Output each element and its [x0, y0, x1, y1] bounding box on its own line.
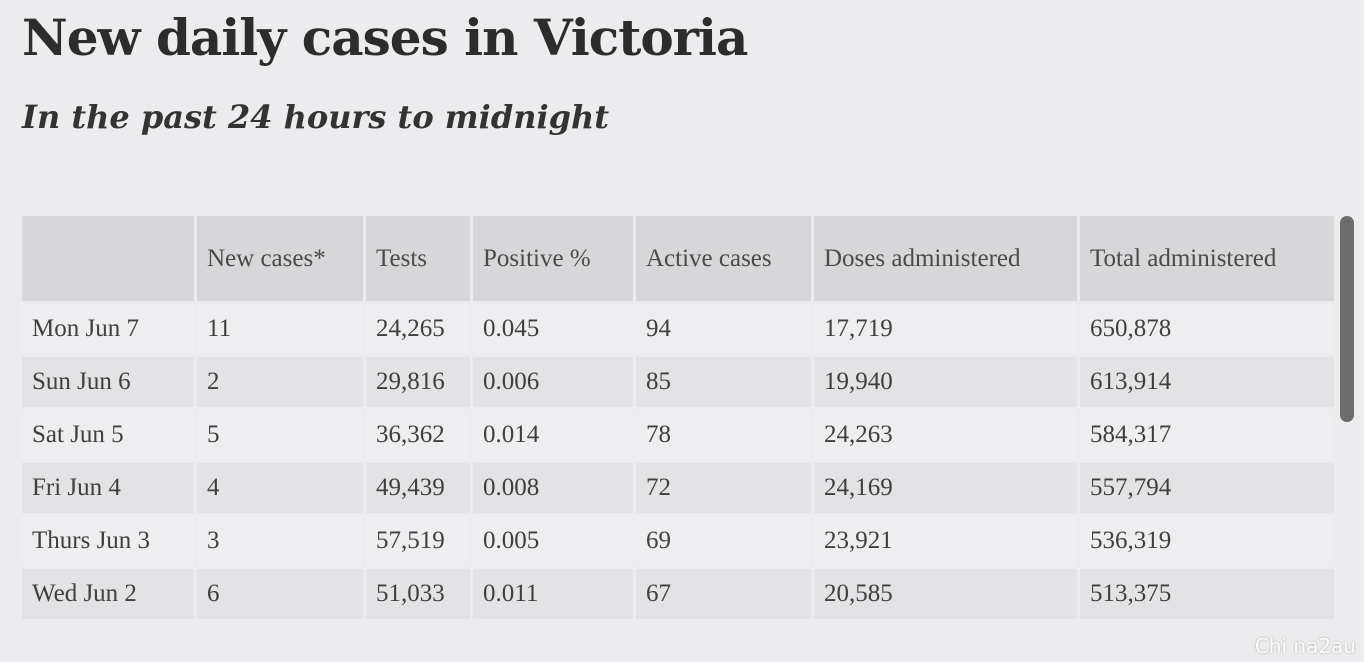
cell-tests: 49,439 [366, 463, 470, 513]
table-row: Fri Jun 4 4 49,439 0.008 72 24,169 557,7… [22, 463, 1334, 513]
table-row: Thurs Jun 3 3 57,519 0.005 69 23,921 536… [22, 516, 1334, 566]
cell-total: 584,317 [1080, 410, 1334, 460]
cell-new-cases: 2 [197, 357, 363, 407]
cell-active-cases: 94 [636, 304, 811, 354]
cell-doses: 17,719 [814, 304, 1077, 354]
scrollbar-thumb[interactable] [1340, 216, 1354, 422]
cell-doses: 24,263 [814, 410, 1077, 460]
watermark: Chi na2au [1254, 634, 1356, 658]
cell-date: Wed Jun 2 [22, 569, 194, 619]
cell-total: 613,914 [1080, 357, 1334, 407]
table-row: Mon Jun 7 11 24,265 0.045 94 17,719 650,… [22, 304, 1334, 354]
cell-positive: 0.014 [473, 410, 633, 460]
cell-total: 650,878 [1080, 304, 1334, 354]
cell-active-cases: 72 [636, 463, 811, 513]
table-header-row: New cases* Tests Positive % Active cases… [22, 216, 1334, 301]
cases-table: New cases* Tests Positive % Active cases… [22, 216, 1334, 622]
table-row: Sat Jun 5 5 36,362 0.014 78 24,263 584,3… [22, 410, 1334, 460]
page-title: New daily cases in Victoria [22, 8, 748, 67]
cell-active-cases: 67 [636, 569, 811, 619]
cell-total: 536,319 [1080, 516, 1334, 566]
cell-positive: 0.045 [473, 304, 633, 354]
column-header-total: Total administered [1080, 216, 1334, 301]
cell-date: Thurs Jun 3 [22, 516, 194, 566]
page-subtitle: In the past 24 hours to midnight [22, 98, 610, 136]
cell-tests: 57,519 [366, 516, 470, 566]
column-header-doses: Doses administered [814, 216, 1077, 301]
cases-table-container: New cases* Tests Positive % Active cases… [22, 216, 1334, 646]
column-header-date [22, 216, 194, 301]
column-header-new-cases: New cases* [197, 216, 363, 301]
cell-active-cases: 69 [636, 516, 811, 566]
cell-new-cases: 11 [197, 304, 363, 354]
column-header-active-cases: Active cases [636, 216, 811, 301]
cell-positive: 0.008 [473, 463, 633, 513]
table-row: Sun Jun 6 2 29,816 0.006 85 19,940 613,9… [22, 357, 1334, 407]
cell-positive: 0.006 [473, 357, 633, 407]
cell-date: Mon Jun 7 [22, 304, 194, 354]
cell-doses: 19,940 [814, 357, 1077, 407]
cell-date: Sun Jun 6 [22, 357, 194, 407]
cell-positive: 0.005 [473, 516, 633, 566]
column-header-positive: Positive % [473, 216, 633, 301]
cell-active-cases: 78 [636, 410, 811, 460]
cell-positive: 0.011 [473, 569, 633, 619]
cell-tests: 36,362 [366, 410, 470, 460]
cell-active-cases: 85 [636, 357, 811, 407]
cell-doses: 24,169 [814, 463, 1077, 513]
cell-tests: 24,265 [366, 304, 470, 354]
cell-date: Sat Jun 5 [22, 410, 194, 460]
table-row: Wed Jun 2 6 51,033 0.011 67 20,585 513,3… [22, 569, 1334, 619]
column-header-tests: Tests [366, 216, 470, 301]
cell-doses: 20,585 [814, 569, 1077, 619]
cell-tests: 51,033 [366, 569, 470, 619]
cell-total: 557,794 [1080, 463, 1334, 513]
cell-new-cases: 3 [197, 516, 363, 566]
cell-date: Fri Jun 4 [22, 463, 194, 513]
cell-new-cases: 5 [197, 410, 363, 460]
cell-new-cases: 6 [197, 569, 363, 619]
cell-doses: 23,921 [814, 516, 1077, 566]
cell-new-cases: 4 [197, 463, 363, 513]
cell-total: 513,375 [1080, 569, 1334, 619]
cell-tests: 29,816 [366, 357, 470, 407]
